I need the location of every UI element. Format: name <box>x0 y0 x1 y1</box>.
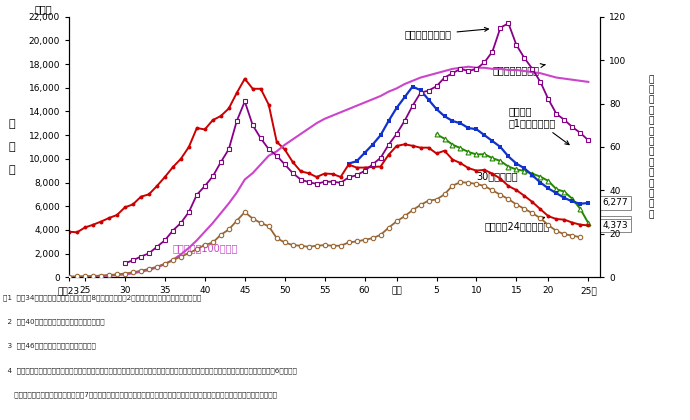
Text: 自動車事故とされた者の数を、平成7年からは交通事故とされた者から道路上の交通事故ではないと判断される者を除いた数を計上。: 自動車事故とされた者の数を、平成7年からは交通事故とされた者から道路上の交通事故… <box>3 391 277 398</box>
Text: 4,571: 4,571 <box>602 218 629 228</box>
Y-axis label: 死

者

数: 死 者 数 <box>8 119 15 175</box>
Text: 負傷者数（万人）: 負傷者数（万人） <box>404 27 489 39</box>
Text: （人）: （人） <box>34 4 52 14</box>
Text: 4,373: 4,373 <box>602 221 629 230</box>
Text: 30日以内死者: 30日以内死者 <box>477 170 529 181</box>
Text: 厚生統計
（1年以内死者）: 厚生統計 （1年以内死者） <box>509 107 569 144</box>
Text: 死者数（24時間以内）: 死者数（24時間以内） <box>484 217 550 231</box>
Text: 車両台数（100万台）: 車両台数（100万台） <box>173 243 238 253</box>
Text: 注1  昭和34年までは、軽微な被害事故（8日未満の負傷、2万円以下の物的損害）は含まない。: 注1 昭和34年までは、軽微な被害事故（8日未満の負傷、2万円以下の物的損害）は… <box>3 294 201 301</box>
Text: 6,277: 6,277 <box>602 198 629 207</box>
Text: 発生件数（万件）: 発生件数（万件） <box>493 64 545 75</box>
Text: 2  昭和40年までの件数は、物損事故を含む。: 2 昭和40年までの件数は、物損事故を含む。 <box>3 318 105 325</box>
Y-axis label: 発
生
件
数
・
負
傷
者
数
・
車
両
台
数: 発 生 件 数 ・ 負 傷 者 数 ・ 車 両 台 数 <box>649 75 654 219</box>
Text: 4  厚生統計は、厚生労働省統計資料「人口動態統計」による当該年に死亡した者のうち原死因が交通事故の死者数である。なお、平成6年までは: 4 厚生統計は、厚生労働省統計資料「人口動態統計」による当該年に死亡した者のうち… <box>3 367 297 374</box>
Text: 3  昭和46年以前は、沖縄県を含まない。: 3 昭和46年以前は、沖縄県を含まない。 <box>3 343 97 349</box>
